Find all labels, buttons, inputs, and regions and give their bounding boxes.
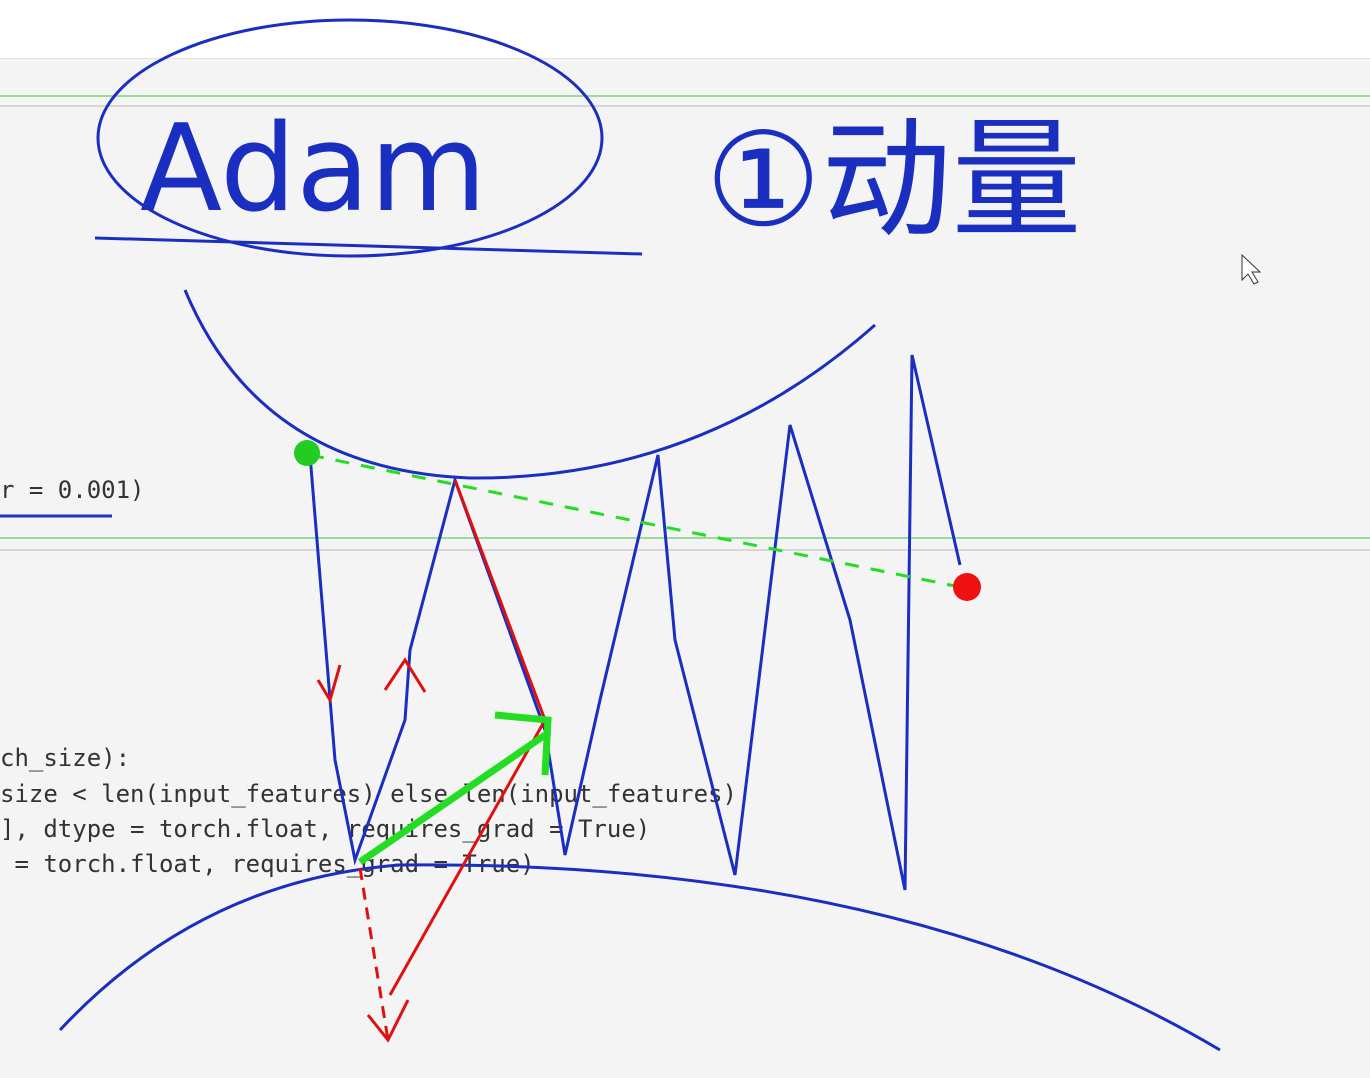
code-line: = torch.float, requires_grad = True) — [0, 850, 535, 878]
code-line: size < len(input_features) else len(inpu… — [0, 780, 737, 808]
code-line: ch_size): — [0, 744, 131, 772]
drawing — [58, 18, 1221, 1052]
end-point — [953, 573, 981, 601]
green-vectors — [309, 453, 966, 865]
toolbar — [0, 0, 1370, 59]
cursor — [1241, 253, 1262, 285]
code-line: r = 0.001) — [0, 476, 145, 504]
adam-title: Adam — [140, 100, 487, 239]
momentum-note: ①动量 — [705, 104, 1082, 256]
cell-borders — [0, 95, 1370, 551]
start-point — [294, 440, 320, 466]
